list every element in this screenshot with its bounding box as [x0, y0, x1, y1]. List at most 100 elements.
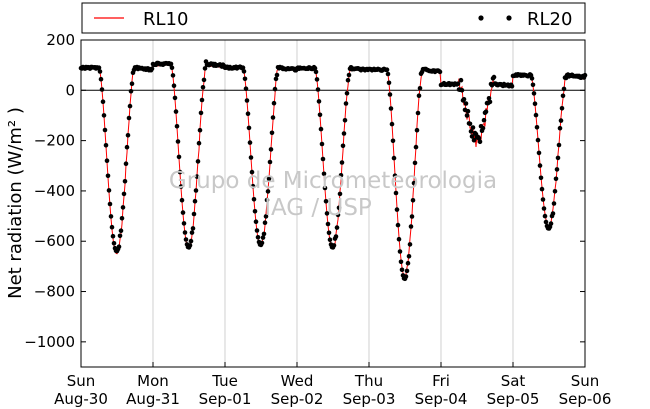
data-point-rl20: [559, 106, 565, 111]
data-point-rl20: [487, 99, 493, 105]
data-point-rl20: [180, 210, 186, 215]
data-point-rl20: [346, 72, 352, 78]
x-tick-label-date: Aug-31: [126, 390, 180, 408]
data-point-rl20: [390, 138, 396, 144]
data-point-rl20: [555, 155, 561, 161]
x-tick-label-day: Thu: [354, 372, 383, 390]
data-point-rl20: [471, 137, 477, 143]
data-point-rl20: [194, 174, 200, 179]
data-point-rl20: [240, 65, 246, 70]
data-point-rl20: [100, 99, 106, 104]
data-point-rl20: [399, 267, 405, 273]
data-point-rl20: [118, 228, 124, 233]
data-point-rl20: [392, 173, 398, 178]
data-point-rl20: [398, 259, 404, 265]
data-point-rl20: [403, 274, 409, 279]
data-point-rl20: [197, 127, 203, 133]
data-point-rl20: [104, 158, 110, 163]
data-point-rl20: [196, 140, 202, 146]
data-point-rl20: [556, 142, 562, 148]
data-point-rl20: [334, 225, 340, 230]
data-point-rl20: [385, 71, 391, 77]
data-point-rl20: [251, 197, 257, 202]
x-tick-label-date: Sep-02: [271, 390, 324, 408]
data-point-rl20: [543, 219, 549, 225]
data-point-rl20: [396, 236, 402, 242]
data-point-rl20: [476, 135, 482, 141]
data-point-rl20: [397, 249, 403, 254]
data-point-rl20: [327, 237, 333, 242]
data-point-rl20: [459, 88, 465, 93]
data-point-rl20: [344, 91, 350, 96]
data-point-rl20: [183, 237, 189, 242]
data-point-rl20: [408, 224, 414, 229]
data-point-rl20: [384, 67, 390, 72]
data-point-rl20: [395, 222, 401, 228]
data-point-rl20: [467, 121, 473, 127]
data-point-rl20: [122, 179, 128, 184]
data-point-rl20: [246, 125, 252, 131]
data-point-rl20: [265, 189, 271, 194]
data-point-rl20: [273, 76, 279, 82]
data-point-rl20: [533, 112, 539, 118]
data-point-rl20: [417, 86, 423, 91]
data-point-rl20: [200, 85, 206, 90]
data-point-rl20: [266, 176, 272, 182]
data-point-rl20: [202, 66, 208, 71]
data-point-rl20: [181, 221, 187, 226]
data-point-rl20: [260, 235, 266, 240]
y-tick-label: 200: [46, 31, 75, 49]
data-point-rl20: [242, 76, 248, 82]
data-point-rl20: [201, 77, 207, 83]
x-tick-label-date: Sep-04: [415, 390, 468, 408]
legend-label-rl20: RL20: [527, 9, 572, 30]
data-point-rl20: [481, 117, 487, 123]
data-point-rl20: [125, 133, 131, 138]
data-point-rl20: [532, 101, 538, 106]
data-point-rl20: [252, 209, 258, 214]
watermark-line-1: Grupo de Micrometeorologia: [169, 168, 497, 194]
data-point-rl20: [120, 205, 126, 210]
data-point-rl20: [108, 214, 114, 219]
data-point-rl20: [477, 139, 483, 145]
data-point-rl20: [175, 139, 181, 144]
data-point-rl20: [410, 198, 416, 203]
data-point-rl20: [389, 121, 395, 127]
data-point-rl20: [322, 185, 328, 191]
data-point-rl20: [480, 125, 486, 131]
data-point-rl20: [541, 206, 547, 211]
grid-lines: [81, 40, 585, 367]
data-point-rl20: [176, 154, 182, 160]
data-point-rl20: [325, 221, 331, 227]
data-point-rl20: [241, 69, 247, 74]
data-point-rl20: [536, 150, 542, 156]
series-layer: [78, 59, 588, 282]
data-point-rl20: [259, 240, 265, 246]
data-point-rl20: [387, 92, 393, 97]
data-point-rl20: [414, 127, 420, 133]
data-point-rl20: [537, 163, 543, 168]
data-point-rl20: [338, 173, 344, 178]
data-point-rl20: [561, 86, 567, 92]
data-point-rl20: [326, 230, 332, 236]
data-point-rl20: [243, 86, 249, 91]
data-point-rl20: [170, 73, 176, 78]
data-point-rl20: [315, 87, 321, 92]
data-point-rl20: [321, 171, 327, 177]
data-point-rl20: [199, 97, 205, 103]
data-point-rl20: [465, 108, 471, 114]
data-point-rl20: [407, 242, 413, 247]
data-point-rl20: [470, 125, 476, 130]
data-point-rl20: [313, 69, 319, 75]
data-point-rl20: [98, 76, 104, 82]
y-tick-label: −800: [34, 283, 75, 301]
data-point-rl20: [198, 110, 204, 116]
data-point-rl20: [262, 220, 268, 225]
data-point-rl20: [316, 99, 322, 104]
data-point-rl20: [530, 82, 536, 88]
data-point-rl20: [97, 69, 103, 74]
x-tick-label-day: Fri: [432, 372, 450, 390]
data-point-rl20: [270, 115, 276, 120]
data-point-rl20: [192, 198, 198, 204]
data-point-rl20: [263, 214, 269, 219]
